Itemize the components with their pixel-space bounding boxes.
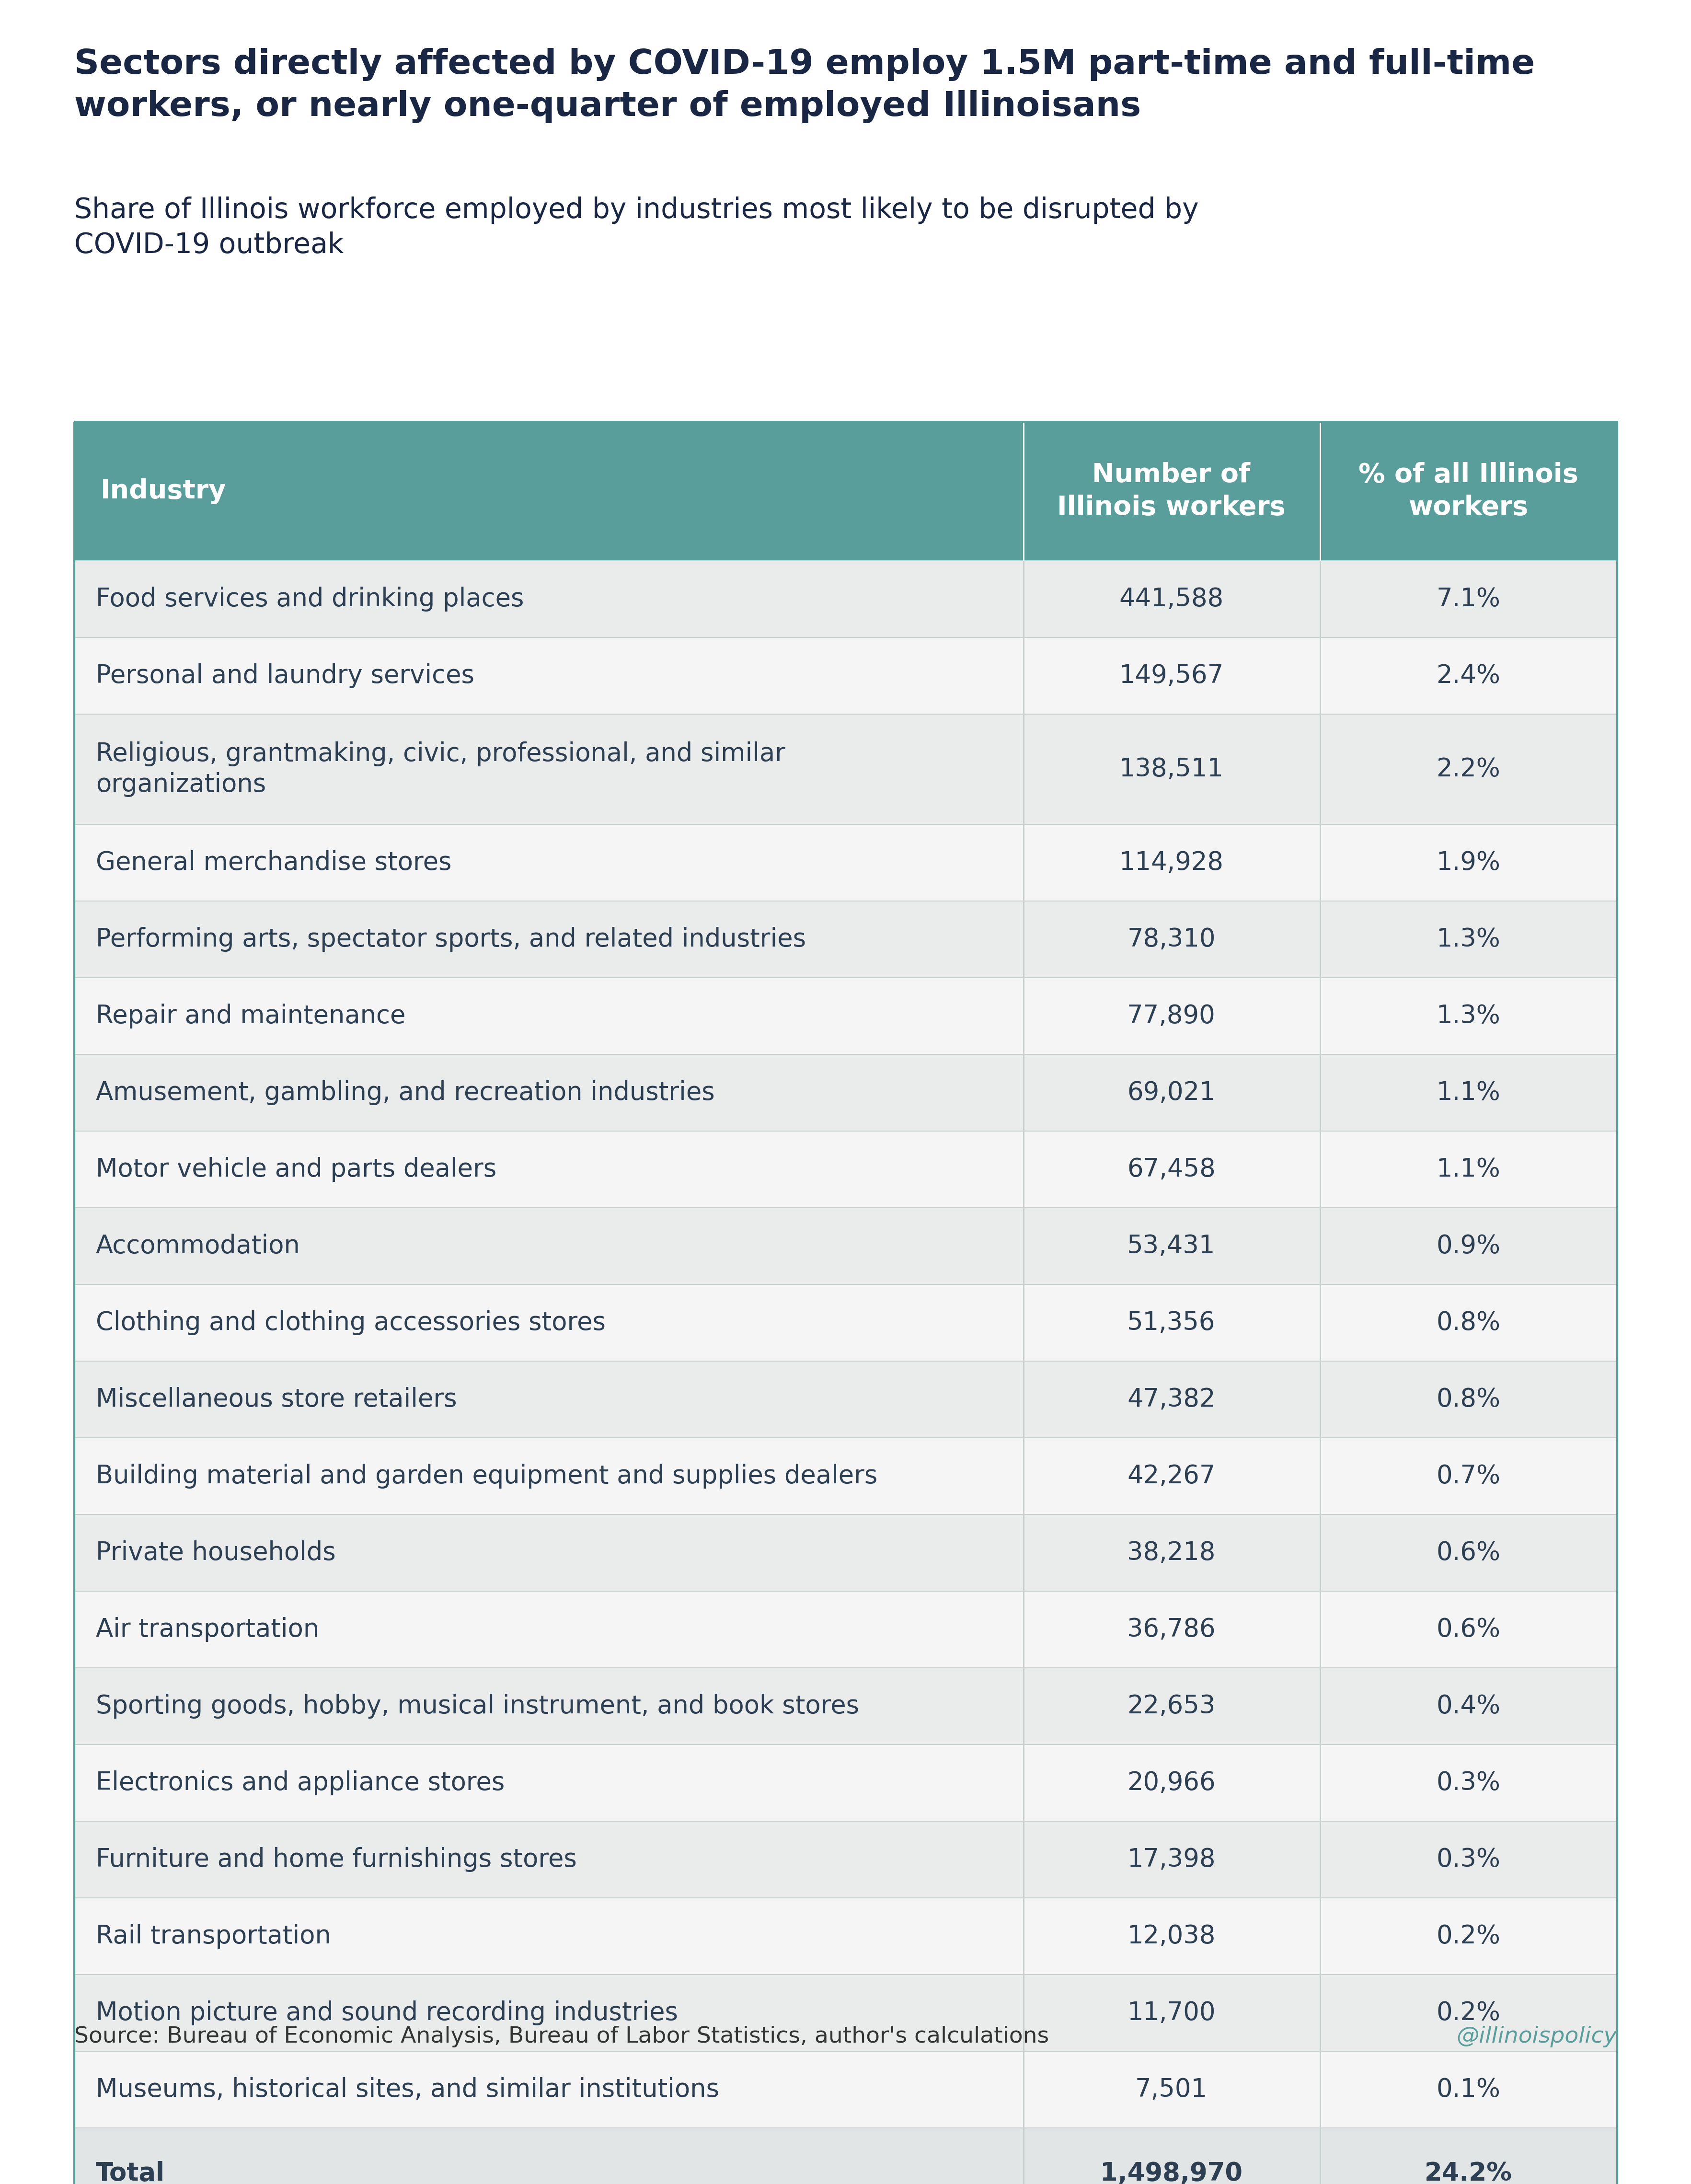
Text: Number of
Illinois workers: Number of Illinois workers [1057, 461, 1285, 520]
Text: % of all Illinois
workers: % of all Illinois workers [1358, 461, 1578, 520]
Text: Source: Bureau of Economic Analysis, Bureau of Labor Statistics, author's calcul: Source: Bureau of Economic Analysis, Bur… [74, 2027, 1048, 2049]
Text: Industry: Industry [100, 478, 227, 505]
Text: 0.3%: 0.3% [1436, 1848, 1500, 1872]
Text: 78,310: 78,310 [1126, 926, 1216, 952]
Text: @illinoispolicy: @illinoispolicy [1456, 2027, 1617, 2049]
Text: General merchandise stores: General merchandise stores [96, 850, 451, 876]
Text: 7,501: 7,501 [1135, 2077, 1207, 2101]
Bar [74, 422, 1617, 561]
Text: 0.4%: 0.4% [1436, 1695, 1500, 1719]
Text: Rail transportation: Rail transportation [96, 1924, 331, 1948]
Text: 1.1%: 1.1% [1436, 1081, 1500, 1105]
Text: 20,966: 20,966 [1126, 1771, 1216, 1795]
Text: 7.1%: 7.1% [1436, 587, 1500, 612]
Text: 42,267: 42,267 [1126, 1463, 1216, 1489]
Text: Personal and laundry services: Personal and laundry services [96, 664, 473, 688]
Text: Religious, grantmaking, civic, professional, and similar
organizations: Religious, grantmaking, civic, professio… [96, 740, 785, 797]
Bar [74, 638, 1617, 714]
Text: 0.6%: 0.6% [1436, 1616, 1500, 1642]
Bar [74, 1131, 1617, 1208]
Text: 149,567: 149,567 [1119, 664, 1223, 688]
Bar [74, 422, 1617, 2184]
Text: 47,382: 47,382 [1126, 1387, 1216, 1411]
Bar [74, 1974, 1617, 2051]
Text: Building material and garden equipment and supplies dealers: Building material and garden equipment a… [96, 1463, 878, 1489]
Text: Performing arts, spectator sports, and related industries: Performing arts, spectator sports, and r… [96, 926, 807, 952]
Bar [74, 1437, 1617, 1514]
Text: Miscellaneous store retailers: Miscellaneous store retailers [96, 1387, 457, 1411]
Text: Accommodation: Accommodation [96, 1234, 301, 1258]
Text: Museums, historical sites, and similar institutions: Museums, historical sites, and similar i… [96, 2077, 719, 2101]
Text: 77,890: 77,890 [1126, 1005, 1216, 1029]
Text: Furniture and home furnishings stores: Furniture and home furnishings stores [96, 1848, 577, 1872]
Text: 441,588: 441,588 [1119, 587, 1223, 612]
Text: Sectors directly affected by COVID-19 employ 1.5M part-time and full-time
worker: Sectors directly affected by COVID-19 em… [74, 48, 1534, 122]
Bar [74, 1514, 1617, 1592]
Text: 1.3%: 1.3% [1436, 1005, 1500, 1029]
Text: 38,218: 38,218 [1126, 1540, 1216, 1566]
Bar [74, 1055, 1617, 1131]
Text: 69,021: 69,021 [1126, 1081, 1216, 1105]
Bar [74, 902, 1617, 978]
Text: 0.8%: 0.8% [1436, 1387, 1500, 1411]
Bar [74, 1898, 1617, 1974]
Text: 1.9%: 1.9% [1436, 850, 1500, 876]
Text: Air transportation: Air transportation [96, 1616, 320, 1642]
Bar [74, 1361, 1617, 1437]
Text: 0.8%: 0.8% [1436, 1310, 1500, 1334]
Text: 1,498,970: 1,498,970 [1099, 2160, 1243, 2184]
Text: Electronics and appliance stores: Electronics and appliance stores [96, 1771, 504, 1795]
Text: Amusement, gambling, and recreation industries: Amusement, gambling, and recreation indu… [96, 1081, 715, 1105]
Bar [74, 1821, 1617, 1898]
Text: Share of Illinois workforce employed by industries most likely to be disrupted b: Share of Illinois workforce employed by … [74, 197, 1199, 258]
Text: 138,511: 138,511 [1119, 756, 1223, 782]
Text: Sporting goods, hobby, musical instrument, and book stores: Sporting goods, hobby, musical instrumen… [96, 1695, 859, 1719]
Text: 0.6%: 0.6% [1436, 1540, 1500, 1566]
Text: 114,928: 114,928 [1119, 850, 1223, 876]
Text: 12,038: 12,038 [1126, 1924, 1216, 1948]
Text: 0.3%: 0.3% [1436, 1771, 1500, 1795]
Text: Repair and maintenance: Repair and maintenance [96, 1005, 406, 1029]
Text: 17,398: 17,398 [1126, 1848, 1216, 1872]
Text: Total: Total [96, 2160, 164, 2184]
Bar [74, 978, 1617, 1055]
Text: Motor vehicle and parts dealers: Motor vehicle and parts dealers [96, 1158, 497, 1182]
Text: 53,431: 53,431 [1126, 1234, 1216, 1258]
Text: 2.2%: 2.2% [1436, 756, 1500, 782]
Bar [74, 714, 1617, 823]
Text: 0.1%: 0.1% [1436, 2077, 1500, 2101]
Bar [74, 823, 1617, 902]
Text: 0.9%: 0.9% [1436, 1234, 1500, 1258]
Text: 51,356: 51,356 [1126, 1310, 1216, 1334]
Bar [74, 1284, 1617, 1361]
Text: Clothing and clothing accessories stores: Clothing and clothing accessories stores [96, 1310, 605, 1334]
Text: 22,653: 22,653 [1126, 1695, 1216, 1719]
Text: 11,700: 11,700 [1126, 2001, 1216, 2025]
Text: 24.2%: 24.2% [1424, 2160, 1512, 2184]
Text: 0.2%: 0.2% [1436, 1924, 1500, 1948]
Text: 0.2%: 0.2% [1436, 2001, 1500, 2025]
Text: 1.1%: 1.1% [1436, 1158, 1500, 1182]
Bar [74, 2127, 1617, 2184]
Text: 36,786: 36,786 [1126, 1616, 1216, 1642]
Text: 1.3%: 1.3% [1436, 926, 1500, 952]
Bar [74, 1669, 1617, 1745]
Bar [74, 1745, 1617, 1821]
Bar [74, 1208, 1617, 1284]
Text: Motion picture and sound recording industries: Motion picture and sound recording indus… [96, 2001, 678, 2025]
Text: Private households: Private households [96, 1540, 337, 1566]
Text: Food services and drinking places: Food services and drinking places [96, 587, 524, 612]
Text: 2.4%: 2.4% [1436, 664, 1500, 688]
Bar [74, 561, 1617, 638]
Bar [74, 1592, 1617, 1669]
Text: 67,458: 67,458 [1126, 1158, 1216, 1182]
Bar [74, 2051, 1617, 2127]
Text: 0.7%: 0.7% [1436, 1463, 1500, 1489]
